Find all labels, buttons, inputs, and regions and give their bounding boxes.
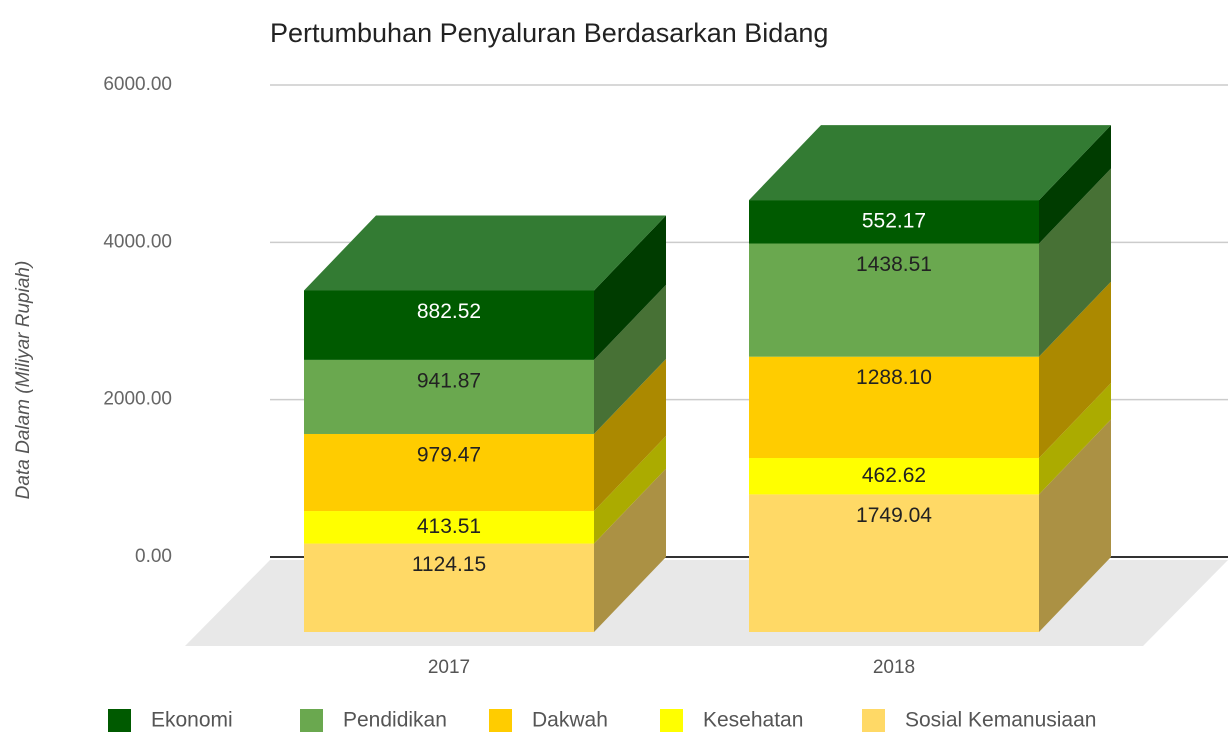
legend-swatch bbox=[862, 709, 885, 732]
bar-side bbox=[594, 468, 666, 632]
bar-side bbox=[1039, 383, 1111, 495]
bar-top bbox=[749, 125, 1111, 201]
bar-segment bbox=[749, 200, 1039, 244]
bar-side bbox=[594, 358, 666, 512]
bar-segment bbox=[749, 243, 1039, 357]
legend-swatch bbox=[489, 709, 512, 732]
legend-label: Kesehatan bbox=[703, 709, 803, 732]
bar-segment bbox=[749, 458, 1039, 495]
bar-side bbox=[594, 215, 666, 360]
y-tick-label: 6000.00 bbox=[103, 74, 172, 95]
data-label: 882.52 bbox=[417, 300, 481, 323]
legend-swatch bbox=[108, 709, 131, 732]
legend-swatch bbox=[300, 709, 323, 732]
bar-side bbox=[594, 284, 666, 434]
bar-segment bbox=[304, 290, 594, 360]
data-label: 1288.10 bbox=[856, 366, 932, 389]
x-tick-label: 2017 bbox=[428, 657, 470, 678]
chart-title: Pertumbuhan Penyaluran Berdasarkan Bidan… bbox=[270, 18, 828, 48]
bar-side bbox=[1039, 281, 1111, 459]
y-tick-label: 4000.00 bbox=[103, 231, 172, 252]
legend-label: Ekonomi bbox=[151, 709, 233, 732]
bar-segment bbox=[304, 511, 594, 544]
data-label: 1749.04 bbox=[856, 504, 932, 527]
y-tick-label: 2000.00 bbox=[103, 389, 172, 410]
bar-side bbox=[1039, 419, 1111, 632]
data-label: 1124.15 bbox=[412, 553, 486, 576]
bar-segment bbox=[304, 543, 594, 632]
data-label: 979.47 bbox=[417, 444, 481, 467]
bar-segment bbox=[304, 359, 594, 434]
data-label: 413.51 bbox=[417, 515, 481, 538]
data-label: 462.62 bbox=[862, 464, 926, 487]
data-label: 552.17 bbox=[862, 209, 926, 232]
bar-segment bbox=[749, 494, 1039, 632]
y-tick-label: 0.00 bbox=[135, 546, 172, 567]
legend-label: Sosial Kemanusiaan bbox=[905, 709, 1096, 732]
legend-swatch bbox=[660, 709, 683, 732]
legend-label: Pendidikan bbox=[343, 709, 447, 732]
data-label: 1438.51 bbox=[856, 253, 932, 276]
bar-side bbox=[1039, 168, 1111, 357]
x-tick-label: 2018 bbox=[873, 657, 915, 678]
bar-top bbox=[304, 215, 666, 291]
bar-segment bbox=[749, 356, 1039, 459]
bar-side bbox=[594, 436, 666, 544]
bar-side bbox=[1039, 125, 1111, 244]
data-label: 941.87 bbox=[417, 369, 481, 392]
y-axis-label: Data Dalam (Miliyar Rupiah) bbox=[13, 261, 34, 500]
legend-label: Dakwah bbox=[532, 709, 608, 732]
bar-segment bbox=[304, 433, 594, 512]
